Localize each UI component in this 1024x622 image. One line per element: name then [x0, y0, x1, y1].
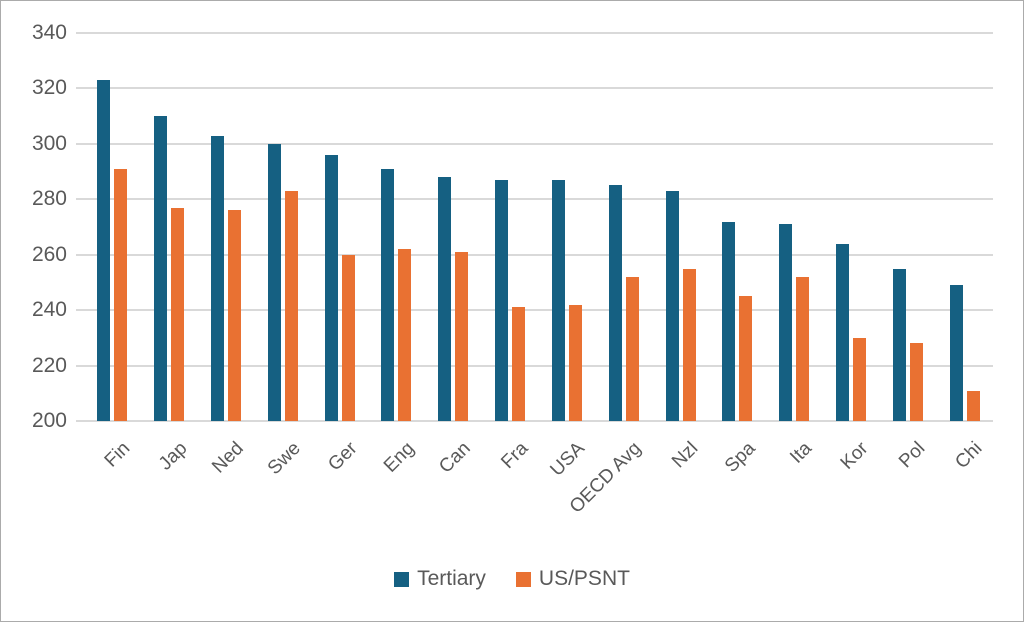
- us-psnt-bar: [682, 268, 696, 421]
- x-category-label: Spa: [720, 438, 760, 477]
- bar-group-swe: [254, 33, 311, 421]
- y-tick-label: 200: [31, 409, 67, 432]
- plot-area: [84, 33, 993, 421]
- bar-group-eng: [368, 33, 425, 421]
- y-tick-label: 240: [31, 298, 67, 322]
- tertiary-bar: [665, 191, 679, 421]
- bar-group-ned: [198, 33, 255, 421]
- x-category-label: USA: [546, 438, 589, 481]
- gridline: [76, 309, 993, 312]
- x-category-label: Eng: [379, 438, 419, 477]
- tertiary-bar: [438, 177, 452, 421]
- us-psnt-bar: [966, 390, 980, 421]
- tertiary-bar: [608, 185, 622, 421]
- legend-swatch-icon: [515, 571, 531, 587]
- bar-group-ger: [311, 33, 368, 421]
- us-psnt-bar: [284, 191, 298, 421]
- tertiary-bar: [551, 179, 565, 421]
- y-tick-label: 260: [31, 242, 67, 266]
- bar-group-nzl: [652, 33, 709, 421]
- y-tick-label: 280: [31, 187, 67, 211]
- gridline: [76, 142, 993, 145]
- bar-group-fin: [84, 33, 141, 421]
- x-category-label: Swe: [263, 438, 305, 479]
- us-psnt-bar: [909, 343, 923, 421]
- tertiary-bar: [381, 168, 395, 421]
- us-psnt-bar: [398, 249, 412, 421]
- tertiary-bar: [949, 285, 963, 421]
- y-tick-label: 220: [31, 353, 67, 377]
- us-psnt-bar: [455, 251, 469, 421]
- bar-group-spa: [709, 33, 766, 421]
- us-psnt-bar: [739, 296, 753, 421]
- tertiary-bar: [722, 221, 736, 421]
- x-category-label: Can: [435, 438, 476, 478]
- tertiary-bar: [211, 135, 225, 421]
- us-psnt-bar: [568, 304, 582, 421]
- x-category-label: Pol: [895, 438, 930, 473]
- bar-group-chi: [936, 33, 993, 421]
- tertiary-bar: [324, 154, 338, 421]
- gridline: [76, 198, 993, 201]
- tertiary-bar: [267, 143, 281, 421]
- gridline: [76, 364, 993, 367]
- legend-item-tertiary: Tertiary: [394, 567, 486, 591]
- x-category-label: Fin: [100, 438, 135, 472]
- us-psnt-bar: [852, 337, 866, 421]
- x-category-label: Ita: [786, 438, 817, 468]
- tertiary-bar: [97, 80, 111, 421]
- x-category-label: Nzl: [668, 438, 703, 473]
- x-category-label: Kor: [837, 438, 873, 474]
- bar-group-usa: [539, 33, 596, 421]
- tertiary-bar: [835, 243, 849, 421]
- us-psnt-bar: [171, 207, 185, 421]
- x-category-label: Fra: [496, 438, 532, 474]
- us-psnt-bar: [114, 168, 128, 421]
- tertiary-bar: [495, 179, 509, 421]
- gridline: [76, 420, 993, 422]
- us-psnt-bar: [341, 254, 355, 421]
- x-category-label: Ned: [208, 438, 248, 478]
- x-category-label: Ger: [324, 438, 362, 476]
- gridline: [76, 32, 993, 34]
- tertiary-bar: [892, 268, 906, 421]
- bar-group-can: [425, 33, 482, 421]
- legend-item-us-psnt: US/PSNT: [515, 567, 630, 591]
- x-category-label: Jap: [154, 438, 192, 475]
- tertiary-bar: [779, 224, 793, 421]
- legend-label: US/PSNT: [538, 567, 630, 590]
- gridline: [76, 253, 993, 256]
- gridline: [76, 87, 993, 90]
- us-psnt-bar: [625, 276, 639, 421]
- bar-group-fra: [482, 33, 539, 421]
- bar-group-kor: [823, 33, 880, 421]
- bar-group-pol: [879, 33, 936, 421]
- x-category-label: Chi: [951, 438, 987, 474]
- bar-group-ita: [766, 33, 823, 421]
- us-psnt-bar: [228, 210, 242, 421]
- bar-group-oecd-avg: [595, 33, 652, 421]
- legend-label: Tertiary: [417, 567, 486, 590]
- bar-group-jap: [141, 33, 198, 421]
- legend-swatch-icon: [394, 571, 410, 587]
- tertiary-bar: [154, 116, 168, 421]
- y-tick-label: 340: [31, 21, 67, 44]
- y-tick-label: 300: [31, 131, 67, 155]
- us-psnt-bar: [512, 307, 526, 421]
- legend: Tertiary US/PSNT: [1, 567, 1023, 591]
- y-tick-label: 320: [31, 76, 67, 100]
- us-psnt-bar: [796, 276, 810, 421]
